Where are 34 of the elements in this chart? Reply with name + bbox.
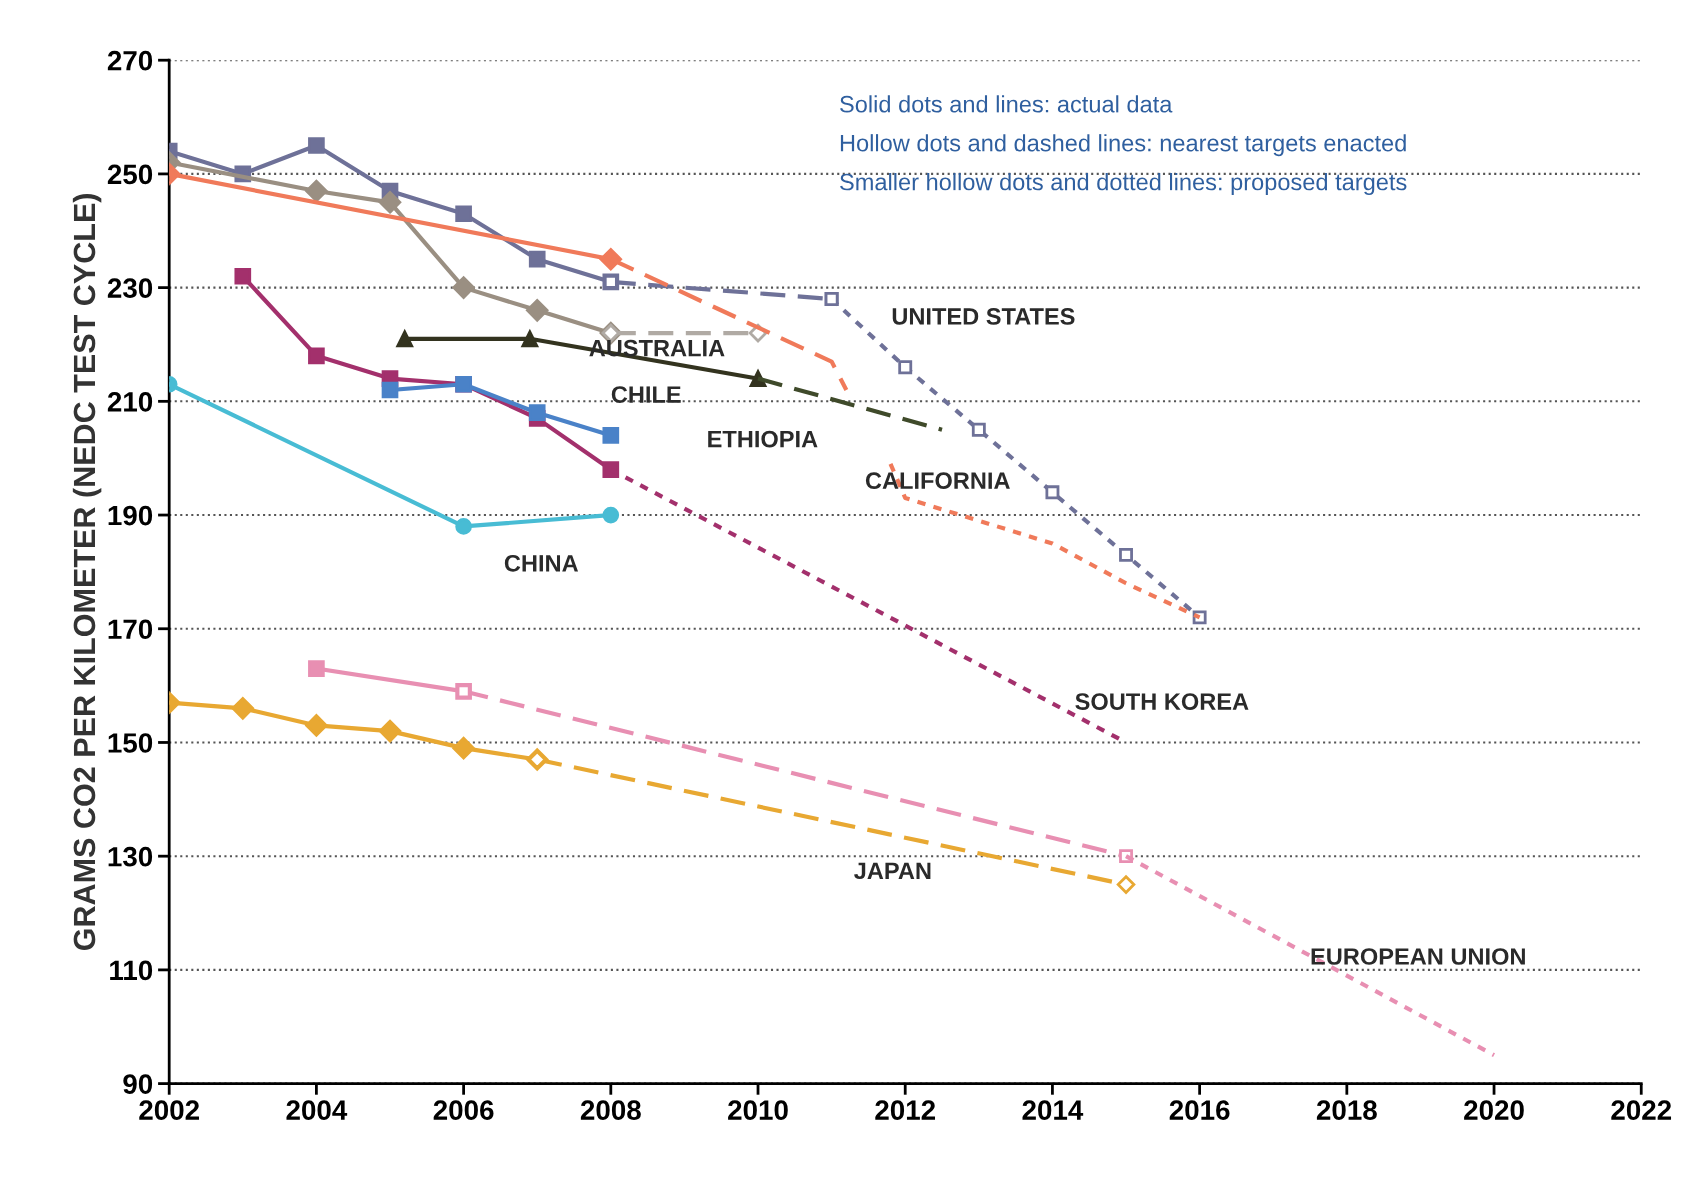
y-tick-label: 90 bbox=[123, 1074, 153, 1094]
x-tick-label: 2018 bbox=[1316, 1100, 1377, 1120]
annotation: Smaller hollow dots and dotted lines: proposed targets bbox=[840, 173, 1407, 196]
x-tick-label: 2004 bbox=[286, 1100, 348, 1120]
y-tick-label: 110 bbox=[110, 960, 153, 981]
x-tick-label: 2010 bbox=[728, 1100, 788, 1120]
x-tick-label: 2002 bbox=[139, 1100, 199, 1120]
x-tick-label: 2022 bbox=[1611, 1100, 1672, 1120]
y-tick-label: 190 bbox=[108, 505, 153, 526]
annotation: ETHIOPIA bbox=[708, 430, 818, 448]
annotation: CHILE bbox=[611, 386, 681, 403]
annotation: CHINA bbox=[504, 554, 579, 572]
y-tick-label: 230 bbox=[107, 278, 153, 298]
y-tick-label: 250 bbox=[107, 164, 153, 185]
annotation: AUSTRALIA bbox=[589, 339, 725, 357]
y-tick-label: 130 bbox=[108, 846, 153, 867]
annotation: EUROPEAN UNION bbox=[1311, 948, 1525, 965]
annotation: JAPAN bbox=[854, 862, 931, 880]
x-tick-label: 2006 bbox=[433, 1100, 494, 1120]
x-tick-label: 2008 bbox=[580, 1100, 641, 1120]
annotation: Hollow dots and dashed lines: nearest targets enacted bbox=[840, 134, 1406, 157]
y-axis-title: GRAMS CO2 PER KILOMETER (NEDC TEST CYCLE) bbox=[72, 194, 102, 951]
x-tick-label: 2020 bbox=[1464, 1100, 1524, 1120]
x-tick-label: 2012 bbox=[875, 1100, 936, 1120]
annotation: SOUTH KOREA bbox=[1075, 693, 1249, 710]
y-tick-label: 270 bbox=[107, 50, 153, 71]
x-tick-label: 2016 bbox=[1169, 1100, 1230, 1120]
annotation: UNITED STATES bbox=[892, 308, 1075, 325]
y-tick-label: 210 bbox=[107, 392, 153, 412]
x-tick-label: 2014 bbox=[1022, 1100, 1084, 1120]
y-tick-label: 170 bbox=[108, 619, 153, 640]
annotation: Solid dots and lines: actual data bbox=[840, 95, 1173, 113]
y-tick-label: 150 bbox=[108, 733, 153, 753]
annotation: CALIFORNIA bbox=[865, 472, 1010, 490]
